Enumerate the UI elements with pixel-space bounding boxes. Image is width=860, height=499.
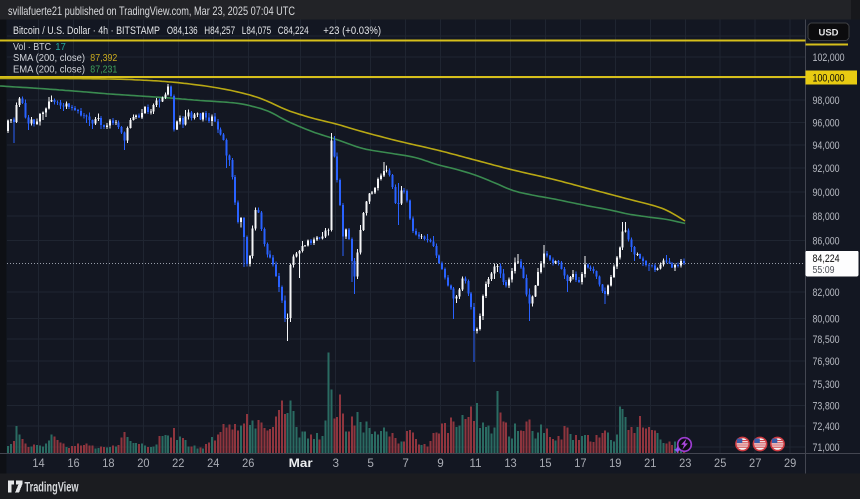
svg-text:5: 5 (367, 456, 374, 470)
svg-text:80,000: 80,000 (813, 314, 840, 326)
svg-text:87,392: 87,392 (90, 52, 117, 64)
svg-text:Vol · BTC: Vol · BTC (13, 41, 51, 53)
svg-text:23: 23 (679, 456, 692, 470)
svg-text:29: 29 (784, 456, 797, 470)
svg-text:Bitcoin / U.S. Dollar · 4h · B: Bitcoin / U.S. Dollar · 4h · BITSTAMP (13, 25, 160, 37)
svg-text:C84,224: C84,224 (278, 25, 309, 37)
svg-text:24: 24 (207, 456, 220, 470)
svg-text:73,800: 73,800 (813, 401, 840, 413)
svg-text:+23 (+0.03%): +23 (+0.03%) (323, 25, 381, 37)
svg-text:USD: USD (819, 28, 839, 39)
svg-text:7: 7 (402, 456, 409, 470)
svg-text:22: 22 (172, 456, 185, 470)
svg-text:98,000: 98,000 (813, 95, 840, 107)
svg-text:svillafuerte21 published on Tr: svillafuerte21 published on TradingView.… (8, 4, 295, 18)
svg-text:14: 14 (32, 456, 45, 470)
svg-text:100,000: 100,000 (813, 72, 845, 84)
svg-text:94,000: 94,000 (813, 140, 840, 152)
svg-text:TradingView: TradingView (25, 480, 79, 495)
svg-text:88,000: 88,000 (813, 211, 840, 223)
svg-text:72,400: 72,400 (813, 421, 840, 433)
svg-text:21: 21 (644, 456, 657, 470)
svg-text:Mar: Mar (289, 456, 313, 470)
svg-text:H84,257: H84,257 (204, 25, 235, 37)
svg-text:18: 18 (102, 456, 115, 470)
svg-text:13: 13 (504, 456, 517, 470)
svg-text:16: 16 (67, 456, 80, 470)
svg-text:O84,136: O84,136 (167, 25, 198, 37)
svg-text:SMA (200, close): SMA (200, close) (13, 52, 85, 64)
svg-text:75,300: 75,300 (813, 379, 840, 391)
svg-text:87,231: 87,231 (90, 63, 117, 75)
svg-text:84,224: 84,224 (813, 253, 840, 265)
svg-text:25: 25 (714, 456, 727, 470)
svg-text:71,000: 71,000 (813, 442, 840, 454)
svg-text:76,900: 76,900 (813, 356, 840, 368)
svg-text:78,500: 78,500 (813, 334, 840, 346)
svg-text:55:09: 55:09 (813, 265, 835, 276)
svg-text:15: 15 (539, 456, 552, 470)
svg-text:19: 19 (609, 456, 622, 470)
svg-text:9: 9 (437, 456, 444, 470)
svg-text:17: 17 (574, 456, 587, 470)
svg-text:26: 26 (242, 456, 255, 470)
svg-text:17: 17 (55, 41, 66, 53)
svg-text:20: 20 (137, 456, 150, 470)
svg-text:96,000: 96,000 (813, 117, 840, 129)
svg-text:EMA (200, close): EMA (200, close) (13, 63, 85, 75)
svg-text:102,000: 102,000 (813, 52, 845, 64)
svg-text:27: 27 (749, 456, 762, 470)
svg-text:L84,075: L84,075 (242, 25, 271, 37)
svg-text:11: 11 (469, 456, 482, 470)
svg-text:90,000: 90,000 (813, 187, 840, 199)
svg-text:86,000: 86,000 (813, 236, 840, 248)
svg-text:82,000: 82,000 (813, 287, 840, 299)
svg-text:92,000: 92,000 (813, 163, 840, 175)
svg-text:3: 3 (332, 456, 339, 470)
